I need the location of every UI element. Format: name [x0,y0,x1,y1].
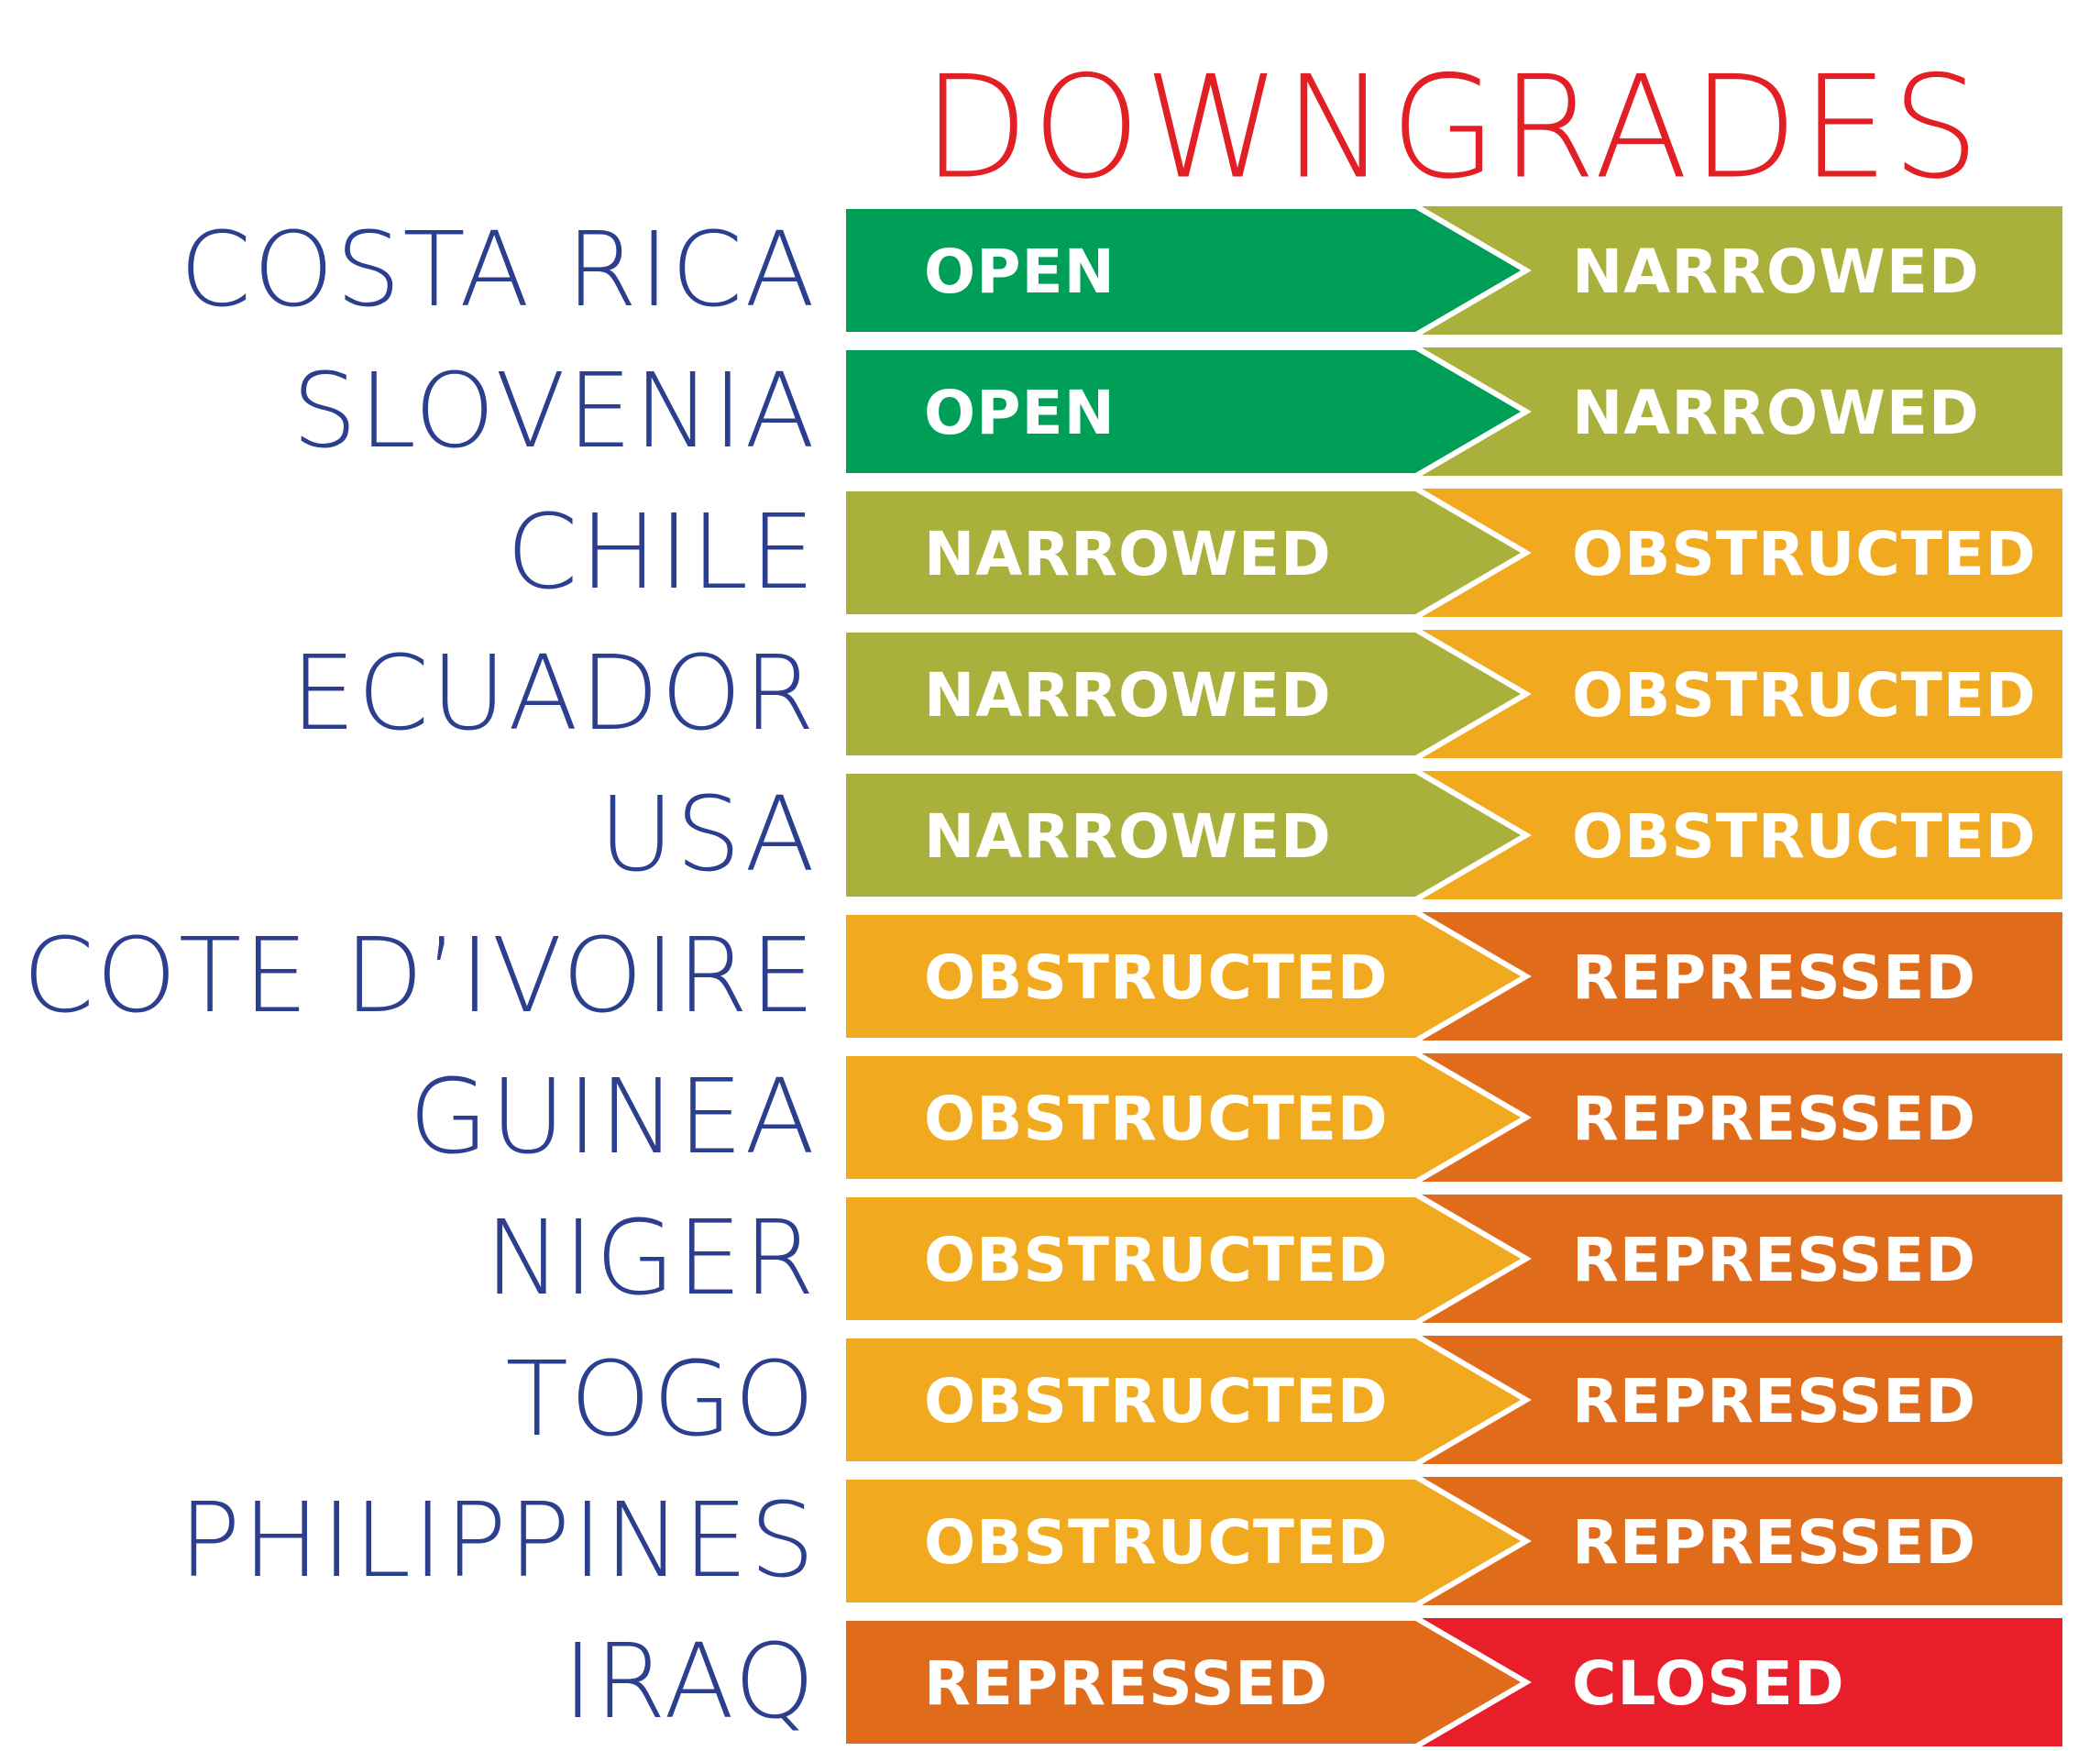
from-status-arrow-chile [841,486,1532,620]
from-status-arrow-usa [841,768,1532,902]
country-label-iraq: IRAQ [562,1623,817,1742]
from-status-arrow-philippines [841,1474,1532,1608]
from-status-arrow-togo [841,1333,1532,1467]
from-status-label-chile: NARROWED [924,519,1332,589]
from-status-arrow-guinea [841,1051,1532,1184]
to-status-block-philippines [1416,1477,2062,1605]
from-status-arrow-slovenia [841,345,1532,479]
to-status-label-togo: REPRESSED [1572,1366,1976,1437]
from-status-label-costa-rica: OPEN [924,237,1116,307]
to-status-block-guinea [1416,1053,2062,1182]
to-status-label-niger: REPRESSED [1572,1225,1976,1295]
country-label-cote-d-ivoire: COTE D’IVOIRE [22,917,817,1036]
to-status-block-togo [1416,1336,2062,1464]
country-label-togo: TOGO [505,1340,817,1459]
from-status-label-guinea: OBSTRUCTED [924,1084,1389,1154]
to-status-block-usa [1416,771,2062,899]
country-label-philippines: PHILIPPINES [179,1481,817,1601]
to-status-label-costa-rica: NARROWED [1572,237,1980,307]
from-status-label-usa: NARROWED [924,801,1332,872]
from-status-label-slovenia: OPEN [924,378,1116,448]
from-status-arrow-cote-d-ivoire [841,909,1532,1043]
to-status-label-slovenia: NARROWED [1572,378,1980,448]
to-status-label-cote-d-ivoire: REPRESSED [1572,942,1976,1013]
to-status-block-cote-d-ivoire [1416,912,2062,1041]
country-label-chile: CHILE [506,493,817,612]
to-status-label-philippines: REPRESSED [1572,1507,1976,1578]
to-status-label-iraq: CLOSED [1572,1648,1845,1719]
from-status-label-ecuador: NARROWED [924,660,1332,731]
diagram-title: DOWNGRADES [922,46,1984,211]
country-label-usa: USA [599,776,817,895]
from-status-arrow-niger [841,1192,1532,1326]
from-status-label-cote-d-ivoire: OBSTRUCTED [924,942,1389,1013]
to-status-label-chile: OBSTRUCTED [1572,519,2037,589]
to-status-label-guinea: REPRESSED [1572,1084,1976,1154]
to-status-block-niger [1416,1195,2062,1323]
to-status-block-iraq [1416,1618,2062,1746]
from-status-label-togo: OBSTRUCTED [924,1366,1389,1437]
to-status-label-usa: OBSTRUCTED [1572,801,2037,872]
from-status-label-iraq: REPRESSED [924,1648,1328,1719]
country-label-guinea: GUINEA [409,1058,817,1177]
country-label-slovenia: SLOVENIA [291,352,817,471]
to-status-label-ecuador: OBSTRUCTED [1572,660,2037,731]
from-status-label-niger: OBSTRUCTED [924,1225,1389,1295]
from-status-label-philippines: OBSTRUCTED [924,1507,1389,1578]
from-status-arrow-ecuador [841,627,1532,761]
to-status-block-slovenia [1416,347,2062,476]
to-status-block-costa-rica [1416,206,2062,335]
country-label-ecuador: ECUADOR [291,634,817,754]
from-status-arrow-costa-rica [841,204,1532,337]
to-status-block-ecuador [1416,630,2062,758]
from-status-arrow-iraq [841,1615,1532,1749]
country-label-niger: NIGER [484,1199,817,1318]
country-label-costa-rica: COSTA RICA [179,211,817,330]
to-status-block-chile [1416,489,2062,617]
